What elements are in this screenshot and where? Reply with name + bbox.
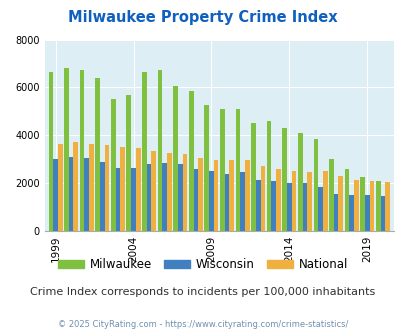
Bar <box>379 196 384 231</box>
Bar <box>359 177 364 231</box>
Bar <box>328 159 333 231</box>
Bar <box>177 164 182 231</box>
Bar <box>157 70 162 231</box>
Bar <box>318 187 322 231</box>
Bar <box>384 182 389 231</box>
Bar <box>49 72 53 231</box>
Bar <box>111 99 115 231</box>
Bar <box>333 194 338 231</box>
Bar <box>131 168 136 231</box>
Bar <box>79 70 84 231</box>
Bar <box>89 144 94 231</box>
Bar <box>251 123 255 231</box>
Bar <box>166 153 171 231</box>
Bar <box>271 181 275 231</box>
Bar <box>204 105 209 231</box>
Bar <box>126 95 131 231</box>
Bar <box>240 172 244 231</box>
Bar <box>235 109 240 231</box>
Bar <box>209 171 213 231</box>
Bar <box>151 151 156 231</box>
Bar <box>104 145 109 231</box>
Bar <box>375 181 379 231</box>
Bar <box>313 139 318 231</box>
Bar <box>349 195 353 231</box>
Bar <box>64 68 69 231</box>
Bar <box>297 133 302 231</box>
Bar <box>198 158 202 231</box>
Bar <box>162 163 166 231</box>
Legend: Milwaukee, Wisconsin, National: Milwaukee, Wisconsin, National <box>53 253 352 276</box>
Bar <box>364 195 369 231</box>
Bar <box>344 169 349 231</box>
Bar <box>115 168 120 231</box>
Text: Milwaukee Property Crime Index: Milwaukee Property Crime Index <box>68 10 337 25</box>
Bar <box>286 183 291 231</box>
Bar <box>302 183 307 231</box>
Text: © 2025 CityRating.com - https://www.cityrating.com/crime-statistics/: © 2025 CityRating.com - https://www.city… <box>58 320 347 329</box>
Bar <box>193 169 198 231</box>
Bar <box>220 109 224 231</box>
Bar <box>213 160 218 231</box>
Bar <box>100 162 104 231</box>
Bar <box>369 181 373 231</box>
Bar <box>182 154 187 231</box>
Bar <box>255 180 260 231</box>
Bar <box>142 72 146 231</box>
Bar <box>120 147 125 231</box>
Bar <box>136 148 140 231</box>
Bar <box>229 160 233 231</box>
Bar <box>224 174 229 231</box>
Bar <box>338 176 342 231</box>
Bar <box>84 158 89 231</box>
Bar <box>275 169 280 231</box>
Bar <box>322 171 327 231</box>
Bar <box>266 121 271 231</box>
Bar <box>281 128 286 231</box>
Bar <box>260 166 264 231</box>
Bar <box>244 160 249 231</box>
Bar <box>173 86 177 231</box>
Bar <box>188 91 193 231</box>
Bar <box>353 180 358 231</box>
Text: Crime Index corresponds to incidents per 100,000 inhabitants: Crime Index corresponds to incidents per… <box>30 287 375 297</box>
Bar <box>291 171 296 231</box>
Bar <box>58 144 62 231</box>
Bar <box>307 172 311 231</box>
Bar <box>146 164 151 231</box>
Bar <box>69 157 73 231</box>
Bar <box>95 78 100 231</box>
Bar <box>73 143 78 231</box>
Bar <box>53 159 58 231</box>
